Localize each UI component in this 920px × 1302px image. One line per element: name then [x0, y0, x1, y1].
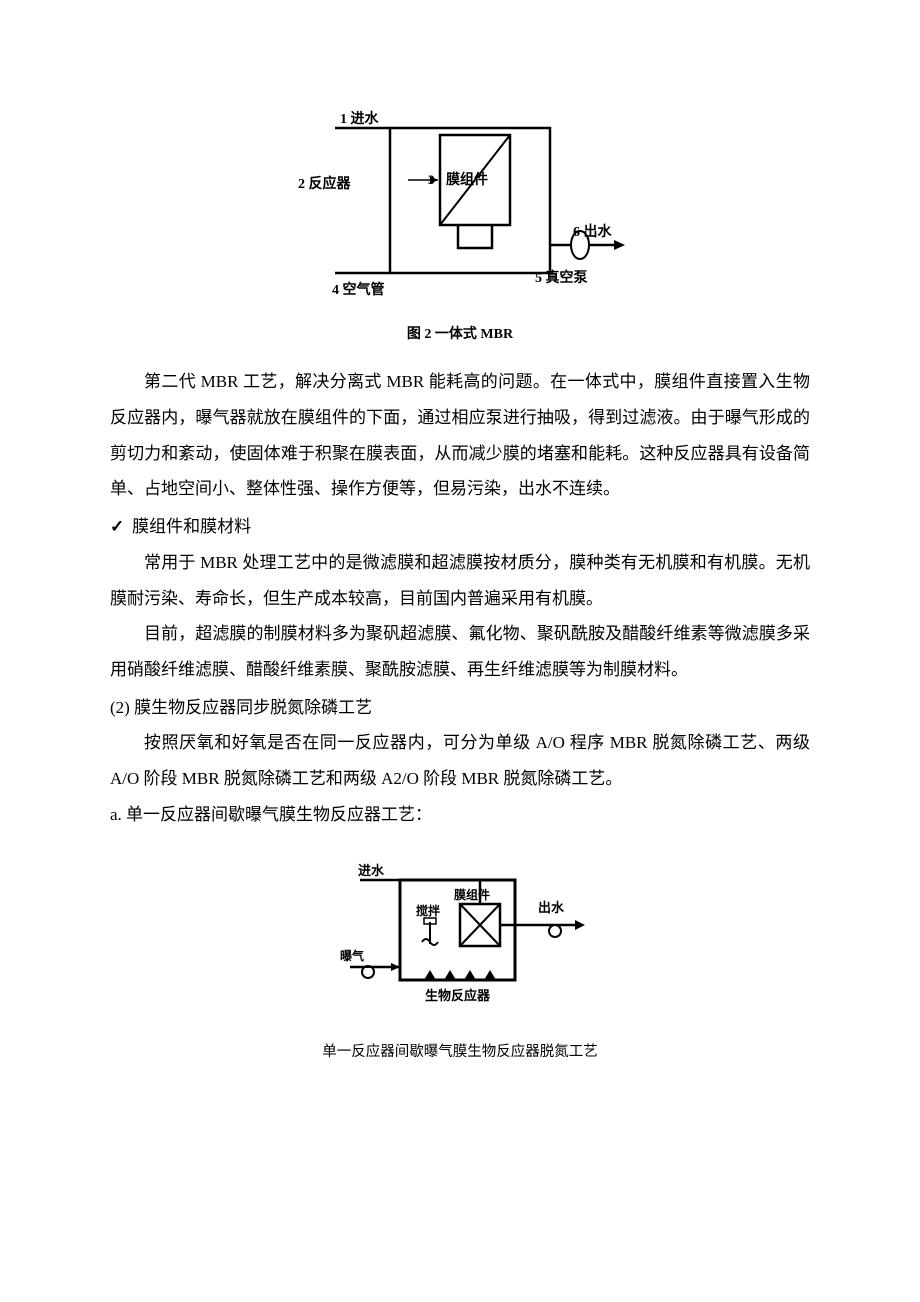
checklist-item-text: 膜组件和膜材料 — [132, 517, 251, 536]
fig2-aeration-label: 曝气 — [340, 948, 364, 963]
fig2-membrane-label: 膜组件 — [454, 887, 490, 902]
paragraph-4: 按照厌氧和好氧是否在同一反应器内，可分为单级 A/O 程序 MBR 脱氮除磷工艺… — [110, 725, 810, 796]
figure-1-diagram: 1 进水 2 反应器 3 膜组件 4 空气管 5 真空泵 6 出水 — [280, 100, 640, 310]
fig1-label-3: 膜组件 — [446, 171, 488, 188]
figure-1-caption: 图 2 一体式 MBR — [110, 320, 810, 349]
fig1-label-6: 6 出水 — [573, 223, 612, 240]
figure-2-diagram: 进水 膜组件 搅拌 曝气 出水 生物反应器 — [330, 862, 590, 1012]
fig1-label-1: 1 进水 — [340, 110, 379, 127]
item-a: a. 单一反应器间歇曝气膜生物反应器工艺： — [110, 797, 810, 833]
figure-2-container: 进水 膜组件 搅拌 曝气 出水 生物反应器 — [110, 862, 810, 1012]
figure-1-container: 1 进水 2 反应器 3 膜组件 4 空气管 5 真空泵 6 出水 — [110, 100, 810, 310]
check-icon: ✓ — [110, 509, 132, 545]
fig2-outflow-label: 出水 — [538, 900, 565, 915]
figure-2-caption: 单一反应器间歇曝气膜生物反应器脱氮工艺 — [110, 1037, 810, 1067]
fig2-reactor-label: 生物反应器 — [425, 988, 491, 1003]
fig1-label-2: 2 反应器 — [298, 175, 351, 192]
section-2-title: (2) 膜生物反应器同步脱氮除磷工艺 — [110, 690, 810, 726]
fig2-stir-label: 搅拌 — [416, 903, 440, 918]
paragraph-2: 常用于 MBR 处理工艺中的是微滤膜和超滤膜按材质分，膜种类有无机膜和有机膜。无… — [110, 545, 810, 616]
fig1-label-3num: 3 — [428, 172, 435, 187]
paragraph-1: 第二代 MBR 工艺，解决分离式 MBR 能耗高的问题。在一体式中，膜组件直接置… — [110, 364, 810, 507]
fig1-label-4: 4 空气管 — [332, 281, 385, 298]
paragraph-3: 目前，超滤膜的制膜材料多为聚矾超滤膜、氟化物、聚矾酰胺及醋酸纤维素等微滤膜多采用… — [110, 616, 810, 687]
fig2-inflow-label: 进水 — [358, 863, 385, 878]
checklist-item: ✓膜组件和膜材料 — [110, 509, 810, 545]
fig1-label-5: 5 真空泵 — [535, 269, 588, 286]
